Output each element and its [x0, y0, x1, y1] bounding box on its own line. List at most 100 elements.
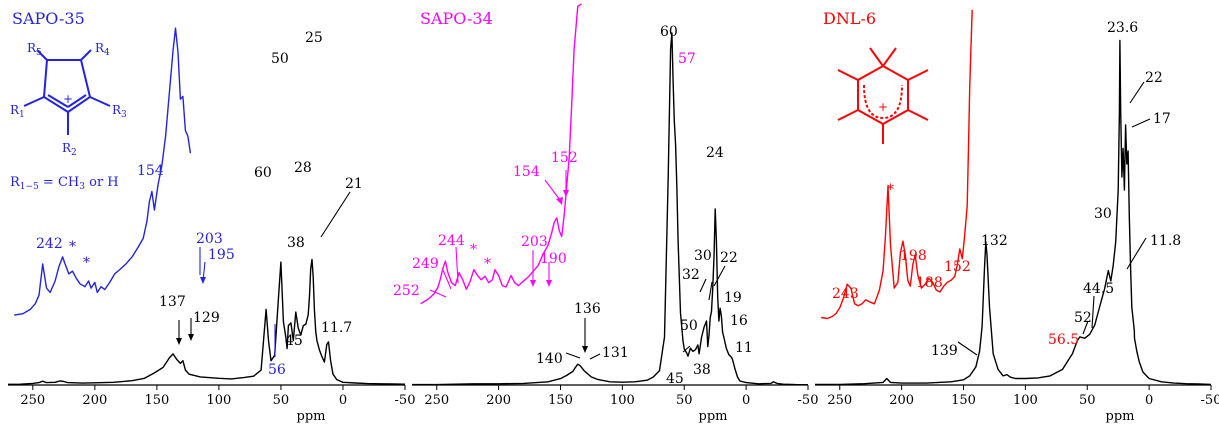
peak-labels: 23.6 22 17 30 44.5 52 11.8 132 139 56.5 … — [832, 20, 1181, 359]
x-tick-label: 100 — [1013, 393, 1038, 408]
cyclopentenyl-cation-structure — [23, 49, 111, 135]
x-tick-label: 250 — [20, 393, 45, 408]
peak-label: 195 — [208, 247, 235, 263]
peak-label: 25 — [305, 30, 323, 46]
peak-label: 154 — [513, 164, 540, 180]
peak-label: 140 — [536, 351, 563, 367]
peak-label: 190 — [540, 251, 567, 267]
peak-label: 32 — [682, 267, 700, 283]
carbocation-plus-sign: + — [878, 100, 888, 114]
label-r3: R3 — [112, 103, 127, 120]
peak-label: 242 — [36, 236, 63, 252]
panel-dnl-6: DNL-6 + 250 200 150 100 50 0 -50 ppm — [815, 9, 1219, 424]
x-axis-label: ppm — [297, 409, 326, 424]
peak-label: 52 — [1074, 310, 1092, 326]
peak-labels: 25 50 60 28 38 45 21 11.7 137 129 56 154… — [36, 30, 363, 378]
x-axis-tick-labels: 250 200 150 100 50 0 -50 — [827, 393, 1219, 408]
peak-label: 198 — [900, 248, 927, 264]
expanded-spectrum-line — [14, 27, 192, 316]
spectrum-series — [7, 27, 406, 385]
peak-label: 50 — [271, 51, 289, 67]
peak-label: 50 — [680, 318, 698, 334]
peak-label: 244 — [438, 233, 465, 249]
peak-label: 22 — [720, 250, 738, 266]
x-axis-label: ppm — [699, 409, 728, 424]
annotation-markers — [957, 81, 1151, 356]
peak-label: 44.5 — [1083, 281, 1114, 297]
x-axis-label: ppm — [1106, 409, 1135, 424]
label-r1: R1 — [10, 103, 25, 120]
peak-label: 23.6 — [1107, 20, 1138, 36]
spectrum-series — [815, 9, 1212, 386]
x-tick-label: -50 — [798, 393, 819, 408]
peak-label: 30 — [1094, 206, 1112, 222]
panel-sapo-35: SAPO-35 + R5 R4 R1 R3 R2 R1−5 = CH3 or H… — [7, 9, 415, 424]
peak-label: 139 — [931, 343, 958, 359]
peak-label: 17 — [1153, 111, 1171, 127]
x-tick-label: 200 — [486, 393, 511, 408]
x-tick-label: 0 — [1145, 393, 1153, 408]
x-tick-label: 0 — [339, 393, 347, 408]
peak-label: 21 — [345, 176, 363, 192]
x-axis-tick-labels: 250 200 150 100 50 0 -50 — [424, 393, 818, 408]
x-tick-label: 50 — [273, 393, 290, 408]
peak-label: * — [484, 256, 491, 272]
peak-label: * — [69, 239, 76, 255]
peak-label: 243 — [832, 286, 859, 302]
peak-label: 16 — [730, 313, 748, 329]
spectrum-line — [7, 258, 406, 385]
peak-label: 188 — [916, 275, 943, 291]
panel-title: SAPO-35 — [12, 9, 85, 28]
x-tick-label: -50 — [1201, 393, 1219, 408]
x-tick-label: 50 — [1079, 393, 1096, 408]
panel-title: SAPO-34 — [420, 9, 493, 28]
peak-label: 45 — [285, 333, 303, 349]
peak-label: 136 — [574, 301, 601, 317]
peak-label: 60 — [660, 24, 678, 40]
carbocation-plus-sign: + — [63, 92, 73, 106]
x-axis-ticks — [839, 385, 1212, 390]
peak-label: 203 — [521, 234, 548, 250]
peak-label: 152 — [551, 150, 578, 166]
x-tick-label: 100 — [206, 393, 231, 408]
peak-label: 154 — [137, 163, 164, 179]
peak-label: 24 — [706, 145, 724, 161]
peak-label: 38 — [693, 362, 711, 378]
x-tick-label: 150 — [144, 393, 169, 408]
peak-label: 137 — [159, 294, 186, 310]
x-axis-tick-labels: 250 200 150 100 50 0 -50 — [20, 393, 415, 408]
peak-label: * — [470, 242, 477, 258]
peak-label: 203 — [196, 231, 223, 247]
peak-label: 38 — [287, 235, 305, 251]
peak-label: 19 — [724, 290, 742, 306]
spectrum-line — [815, 39, 1212, 386]
x-tick-label: 100 — [610, 393, 635, 408]
substituent-formula: R1−5 = CH3 or H — [10, 175, 119, 192]
peak-label: 30 — [694, 248, 712, 264]
substituent-labels: R5 R4 R1 R3 R2 — [10, 41, 127, 158]
peak-label: 131 — [602, 345, 629, 361]
spectrum-series — [412, 3, 809, 386]
peak-label: 60 — [254, 165, 272, 181]
x-axis-ticks — [436, 385, 809, 390]
peak-label: 11 — [735, 340, 753, 356]
label-r4: R4 — [95, 41, 110, 58]
peak-label: 57 — [678, 51, 696, 67]
label-r5: R5 — [27, 41, 42, 58]
panel-title: DNL-6 — [823, 9, 876, 28]
annotation-markers — [429, 170, 726, 360]
peak-label: 56 — [268, 362, 286, 378]
x-tick-label: 150 — [951, 393, 976, 408]
heptamethylbenzenium-structure — [837, 47, 929, 144]
x-tick-label: 250 — [424, 393, 449, 408]
peak-label: 252 — [393, 283, 420, 299]
peak-label: 129 — [193, 310, 220, 326]
x-tick-label: 200 — [889, 393, 914, 408]
annotation-markers — [176, 191, 351, 357]
x-tick-label: 50 — [676, 393, 693, 408]
expanded-spectrum-line — [420, 3, 582, 305]
peak-label: 22 — [1145, 70, 1163, 86]
x-tick-label: 150 — [548, 393, 573, 408]
panel-sapo-34: SAPO-34 250 200 150 100 50 0 -50 ppm — [393, 3, 818, 424]
peak-label: 45 — [666, 371, 684, 387]
